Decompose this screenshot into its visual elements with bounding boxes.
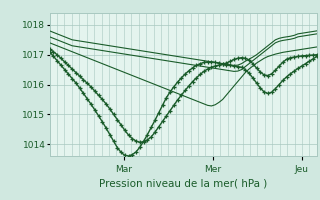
X-axis label: Pression niveau de la mer( hPa ): Pression niveau de la mer( hPa ) [99,178,267,188]
